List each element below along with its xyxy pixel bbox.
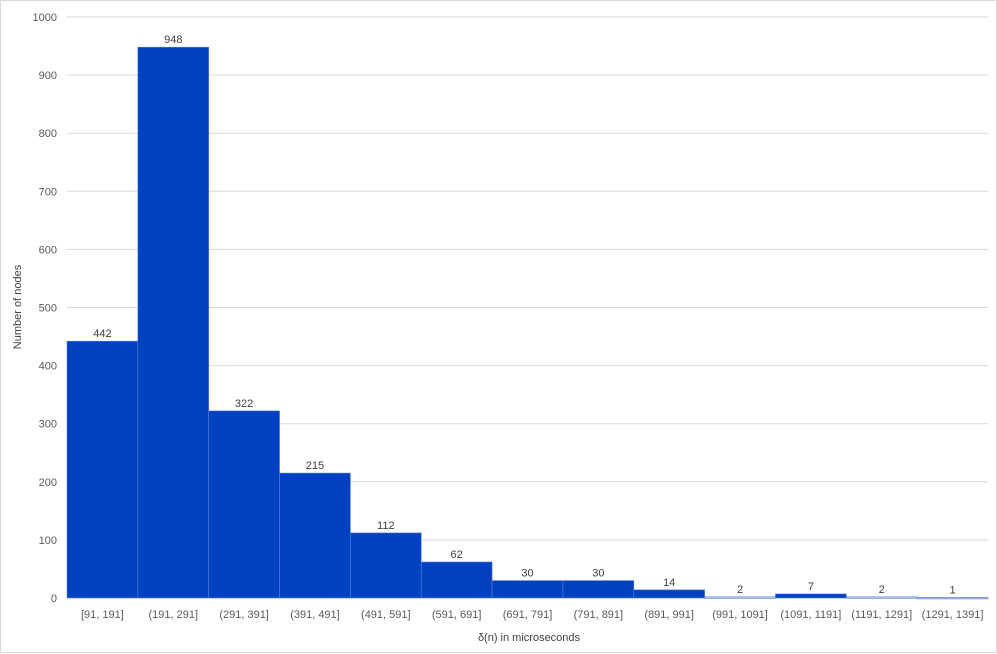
x-tick-label: (691, 791] — [503, 609, 553, 621]
bar-value-label: 7 — [808, 581, 814, 593]
bar — [491, 580, 564, 599]
x-tick-label: (1191, 1291] — [851, 609, 912, 621]
bar-value-label: 112 — [377, 520, 395, 532]
bar — [846, 596, 918, 599]
y-tick-label: 200 — [39, 477, 57, 489]
x-tick-label: (791, 891] — [574, 609, 624, 621]
y-tick-label: 1000 — [33, 12, 57, 24]
y-axis-title: Number of nodes — [12, 264, 24, 349]
x-tick-label: (191, 291] — [148, 609, 198, 621]
bar — [704, 596, 776, 599]
y-tick-label: 100 — [39, 535, 57, 547]
bar-value-label: 62 — [451, 549, 463, 561]
bar-value-label: 14 — [663, 577, 675, 589]
x-tick-label: (391, 491] — [290, 609, 340, 621]
bar — [350, 532, 422, 599]
bar — [66, 340, 139, 599]
bar-value-label: 948 — [164, 34, 182, 46]
bar — [279, 472, 351, 599]
y-tick-label: 800 — [39, 128, 57, 140]
y-tick-label: 300 — [39, 419, 57, 431]
y-axis-ticks: 0 100 200 300 400 500 600 700 800 900 1000 — [33, 12, 57, 605]
bar — [633, 589, 705, 599]
x-tick-label: (1291, 1391] — [922, 609, 984, 621]
y-tick-label: 700 — [39, 186, 57, 198]
y-tick-label: 500 — [39, 303, 57, 315]
y-tick-label: 400 — [39, 361, 57, 373]
bar-value-label: 442 — [93, 328, 111, 340]
bar-value-label: 30 — [521, 568, 533, 580]
y-tick-label: 900 — [39, 70, 57, 82]
x-tick-label: (291, 391] — [219, 609, 269, 621]
bar — [137, 46, 209, 599]
bar-value-label: 215 — [306, 460, 324, 472]
bars — [66, 46, 989, 600]
bar-value-label: 322 — [235, 398, 253, 410]
x-tick-label: [91, 191] — [81, 609, 124, 621]
x-axis-title: δ(n) in microseconds — [478, 632, 581, 644]
bar — [420, 561, 493, 599]
y-tick-label: 600 — [39, 244, 57, 256]
x-tick-label: (991, 1091] — [712, 609, 768, 621]
bar-value-label: 2 — [879, 584, 885, 596]
x-tick-label: (591, 691] — [432, 609, 482, 621]
bar-value-label: 30 — [592, 568, 604, 580]
x-tick-label: (491, 591] — [361, 609, 411, 621]
data-labels: 442 948 322 215 112 62 30 30 14 2 7 2 1 — [93, 34, 955, 596]
bar — [775, 593, 847, 599]
bar — [562, 580, 635, 599]
y-tick-label: 0 — [51, 593, 57, 605]
x-axis-ticks: [91, 191] (191, 291] (291, 391] (391, 491] (… — [81, 609, 983, 621]
bar-value-label: 1 — [950, 584, 956, 596]
bar — [916, 597, 989, 600]
x-tick-label: (1091, 1191] — [780, 609, 841, 621]
bar — [208, 410, 280, 599]
bar-value-label: 2 — [737, 584, 743, 596]
x-tick-label: (891, 991] — [644, 609, 694, 621]
